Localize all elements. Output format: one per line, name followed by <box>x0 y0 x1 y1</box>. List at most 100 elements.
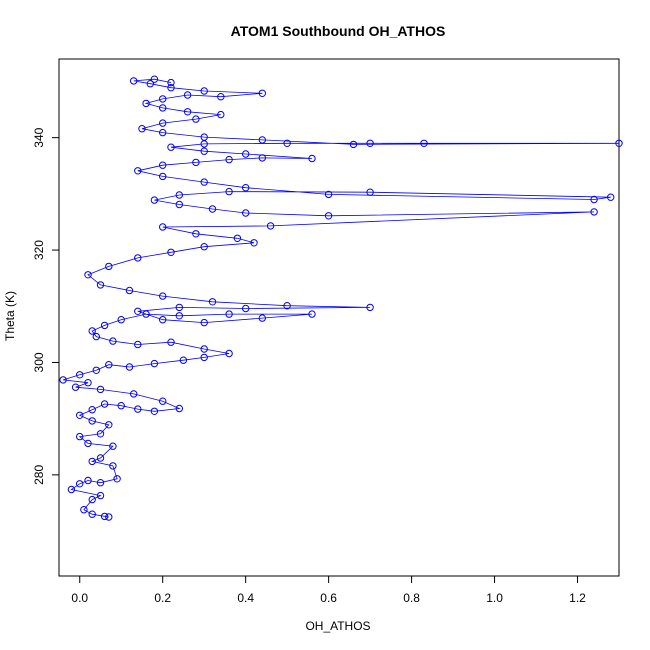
data-point <box>113 475 121 483</box>
y-axis: 280 300 320 340 <box>32 127 59 485</box>
data-point <box>150 196 159 204</box>
data-point <box>125 363 134 371</box>
data-point <box>146 80 155 88</box>
data-point <box>59 376 67 384</box>
data-point <box>159 119 167 127</box>
data-point <box>150 407 159 415</box>
y-tick-label: 280 <box>32 465 46 485</box>
x-tick-label: 1.2 <box>569 591 586 605</box>
x-tick-label: 0.8 <box>403 591 420 605</box>
x-axis: 0.0 0.2 0.4 0.6 0.8 1.0 1.2 <box>71 576 586 605</box>
data-point <box>109 442 117 450</box>
x-tick-label: 0.2 <box>154 591 171 605</box>
data-point <box>105 361 113 369</box>
data-point <box>76 432 84 441</box>
data-point <box>183 108 192 116</box>
data-point <box>208 298 217 306</box>
series-line <box>62 78 620 518</box>
data-point <box>308 154 316 163</box>
data-point <box>217 93 225 101</box>
data-point <box>192 158 200 167</box>
data-point <box>258 154 266 162</box>
x-tick-label: 0.0 <box>71 591 88 605</box>
data-point <box>175 200 184 209</box>
data-point <box>88 327 96 335</box>
data-point <box>88 417 96 425</box>
data-point <box>167 78 175 87</box>
data-point <box>105 513 113 521</box>
data-point <box>117 402 125 410</box>
data-point <box>159 128 167 137</box>
data-point <box>324 212 333 220</box>
data-point <box>84 476 92 485</box>
data-point <box>225 155 233 164</box>
data-point <box>71 383 80 391</box>
y-tick-label: 320 <box>32 240 46 260</box>
x-tick-label: 0.6 <box>320 591 337 605</box>
data-point <box>225 349 233 358</box>
data-point <box>200 353 208 362</box>
data-point <box>349 140 358 149</box>
data-point <box>88 510 96 518</box>
data-point <box>130 77 138 85</box>
data-point <box>134 340 142 349</box>
data-point <box>183 91 192 99</box>
data-point <box>192 230 200 238</box>
data-point <box>76 480 84 488</box>
data-point <box>179 356 188 364</box>
data-point <box>159 316 167 324</box>
data-point <box>76 371 84 379</box>
data-point <box>250 239 258 247</box>
data-point <box>324 190 333 199</box>
data-point <box>134 405 142 413</box>
data-point <box>258 314 266 322</box>
data-point <box>92 332 101 341</box>
data-point <box>105 421 113 429</box>
data-point <box>167 338 175 346</box>
data-point <box>84 271 92 279</box>
data-point <box>134 307 142 315</box>
data-point <box>607 193 615 201</box>
data-point <box>125 286 134 295</box>
data-point <box>366 188 374 196</box>
x-tick-label: 0.4 <box>237 591 254 605</box>
data-point <box>225 310 233 318</box>
data-point <box>242 184 250 192</box>
data-point <box>159 292 167 300</box>
data-point <box>175 303 184 312</box>
data-point <box>88 406 96 414</box>
data-point <box>138 125 146 133</box>
data-point <box>159 104 167 112</box>
data-point <box>142 310 150 318</box>
data-point <box>283 139 291 148</box>
data-point <box>88 495 96 504</box>
data-point <box>100 321 109 330</box>
data-point <box>242 209 250 217</box>
data-point <box>96 479 105 487</box>
data-point <box>258 136 266 144</box>
data-point <box>200 147 208 155</box>
data-point <box>242 150 250 158</box>
data-point <box>242 304 250 313</box>
data-point <box>200 318 208 327</box>
data-point <box>84 439 92 448</box>
data-point <box>159 223 167 231</box>
y-axis-label: Theta (K) <box>3 291 17 341</box>
data-point <box>167 248 175 257</box>
x-axis-label: OH_ATHOS <box>305 619 370 633</box>
data-point <box>96 491 105 500</box>
data-point <box>96 430 105 438</box>
data-point <box>590 208 598 216</box>
data-point <box>366 303 374 312</box>
data-point <box>308 310 316 318</box>
data-point <box>175 191 184 199</box>
data-point <box>225 187 233 196</box>
data-point <box>92 366 101 374</box>
data-point <box>590 195 598 204</box>
data-point <box>80 506 88 514</box>
data-point <box>217 110 225 119</box>
data-point <box>109 462 117 470</box>
x-tick-label: 1.0 <box>486 591 503 605</box>
data-point <box>200 345 208 353</box>
